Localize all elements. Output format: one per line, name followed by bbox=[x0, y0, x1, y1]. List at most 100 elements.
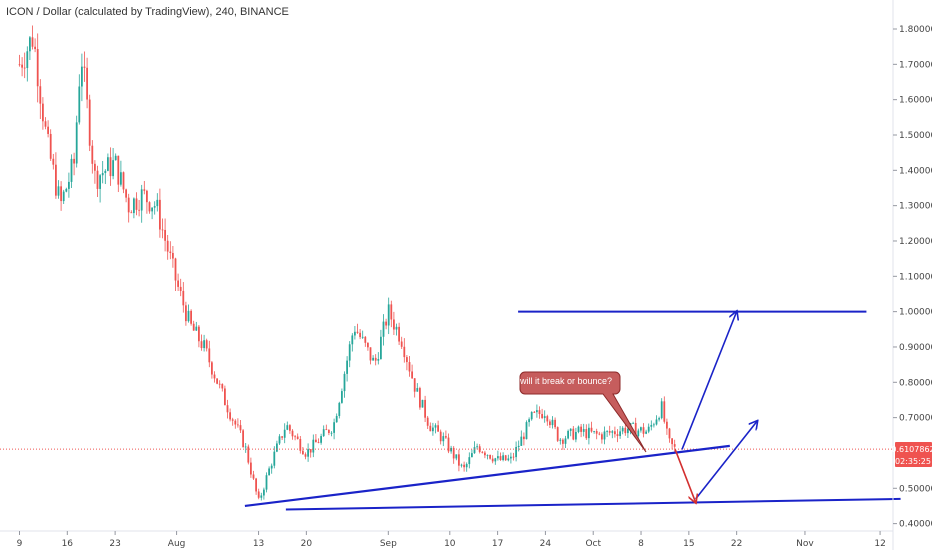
price-tick-label: 0.4000000 bbox=[899, 520, 932, 530]
candle-body bbox=[421, 399, 424, 408]
time-tick-label: 15 bbox=[683, 539, 694, 549]
candle-body bbox=[637, 430, 640, 437]
candle-body bbox=[512, 456, 515, 458]
bullish-arrow-target[interactable] bbox=[681, 312, 737, 450]
candle-body bbox=[419, 388, 421, 408]
candle-body bbox=[367, 342, 369, 348]
candle-body bbox=[34, 46, 36, 50]
rising-support-trendline[interactable] bbox=[244, 444, 730, 508]
candle-body bbox=[377, 359, 380, 361]
candle-body bbox=[437, 425, 439, 432]
candle-body bbox=[260, 495, 263, 498]
lower-support-line[interactable] bbox=[285, 497, 901, 511]
candle-body bbox=[81, 66, 83, 87]
price-tick-label: 1.1000000 bbox=[899, 272, 932, 282]
candle-body bbox=[78, 86, 81, 123]
candle-body bbox=[177, 280, 179, 287]
candle-body bbox=[169, 251, 172, 253]
candle-body bbox=[117, 155, 120, 185]
candle-body bbox=[161, 229, 164, 231]
candle-body bbox=[26, 51, 29, 68]
candle-body bbox=[403, 346, 406, 358]
candle-body bbox=[478, 446, 481, 452]
candle-body bbox=[174, 258, 177, 281]
candle-body bbox=[75, 122, 78, 164]
candle-body bbox=[608, 430, 611, 433]
candle-body bbox=[348, 344, 351, 361]
candle-body bbox=[390, 304, 393, 320]
candle-body bbox=[309, 449, 312, 453]
candle-body bbox=[335, 415, 338, 423]
candle-body bbox=[494, 458, 497, 462]
bearish-arrow-breakdown[interactable] bbox=[674, 449, 695, 502]
time-tick-label: 17 bbox=[492, 539, 503, 549]
candle-body bbox=[138, 209, 140, 211]
candle-body bbox=[143, 189, 146, 191]
candle-body bbox=[218, 383, 221, 385]
candle-body bbox=[29, 37, 31, 52]
candle-body bbox=[577, 426, 580, 432]
candle-body bbox=[52, 158, 55, 165]
candle-body bbox=[393, 319, 395, 330]
candle-body bbox=[541, 414, 543, 419]
annotation-callout[interactable]: will it break or bounce? bbox=[519, 371, 647, 453]
candle-body bbox=[302, 450, 304, 455]
candle-body bbox=[546, 416, 549, 422]
candle-body bbox=[593, 430, 595, 432]
candle-body bbox=[582, 429, 585, 432]
candle-body bbox=[497, 456, 499, 459]
candle-body bbox=[62, 191, 65, 202]
candle-body bbox=[543, 416, 546, 419]
candle-body bbox=[491, 458, 494, 462]
candle-body bbox=[198, 326, 200, 342]
candle-body bbox=[94, 163, 96, 171]
candle-body bbox=[624, 427, 627, 434]
candle-body bbox=[224, 388, 226, 406]
price-tick-label: 1.6000000 bbox=[899, 96, 932, 106]
candle-body bbox=[166, 240, 169, 252]
candle-body bbox=[645, 431, 647, 434]
callout-bubble bbox=[519, 371, 647, 453]
price-tick-label: 0.8000000 bbox=[899, 378, 932, 388]
candle-body bbox=[255, 478, 257, 492]
candle-body bbox=[182, 290, 185, 306]
price-axis[interactable]: 1.8000000 1.7000000 1.6000000 1.5000000 1.40… bbox=[893, 25, 932, 530]
candle-body bbox=[447, 437, 450, 452]
candle-body bbox=[460, 464, 463, 466]
candle-body bbox=[250, 462, 252, 475]
candle-body bbox=[520, 436, 523, 446]
candle-body bbox=[567, 430, 569, 439]
candle-body bbox=[400, 341, 403, 347]
candle-body bbox=[653, 424, 655, 426]
candle-body bbox=[585, 429, 588, 439]
candle-body bbox=[536, 410, 538, 413]
time-axis[interactable]: 9 16 23 Aug 13 20 Sep 10 17 24 Oct 8 15 22 Nov 12 bbox=[17, 531, 886, 549]
candle-body bbox=[91, 145, 94, 164]
candle-body bbox=[439, 431, 442, 442]
candle-body bbox=[122, 172, 125, 190]
candle-body bbox=[127, 197, 130, 213]
candle-body bbox=[642, 427, 645, 434]
candle-body bbox=[354, 331, 356, 336]
candle-body bbox=[634, 422, 637, 437]
candle-body bbox=[554, 419, 556, 428]
candle-body bbox=[36, 49, 39, 87]
candle-body bbox=[156, 199, 159, 207]
candle-body bbox=[205, 340, 208, 349]
candle-body bbox=[187, 310, 190, 322]
candle-body bbox=[125, 189, 127, 198]
candle-body bbox=[44, 121, 47, 127]
candle-body bbox=[164, 229, 166, 241]
time-tick-label: 24 bbox=[540, 539, 552, 549]
candle-body bbox=[426, 417, 429, 426]
candle-body bbox=[185, 305, 187, 322]
bullish-arrow-bounce[interactable] bbox=[695, 421, 757, 500]
price-tick-label: 0.7000000 bbox=[899, 414, 932, 424]
candle-body bbox=[556, 427, 559, 441]
time-tick-label: 8 bbox=[638, 539, 644, 549]
candle-body bbox=[372, 357, 374, 361]
candle-body bbox=[195, 326, 198, 331]
candle-body bbox=[286, 425, 289, 430]
candle-body bbox=[647, 426, 650, 432]
